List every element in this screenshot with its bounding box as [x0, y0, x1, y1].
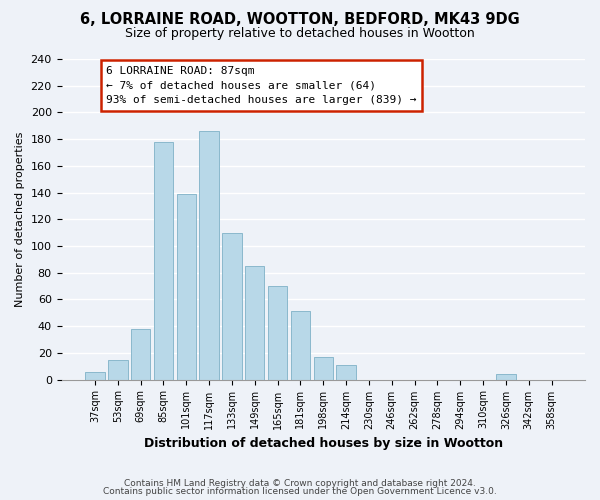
- Bar: [176, 194, 196, 380]
- Text: 6, LORRAINE ROAD, WOOTTON, BEDFORD, MK43 9DG: 6, LORRAINE ROAD, WOOTTON, BEDFORD, MK43…: [80, 12, 520, 28]
- Bar: [85, 372, 105, 380]
- Bar: [337, 365, 356, 380]
- Bar: [108, 360, 128, 380]
- Bar: [154, 142, 173, 380]
- Text: 6 LORRAINE ROAD: 87sqm
← 7% of detached houses are smaller (64)
93% of semi-deta: 6 LORRAINE ROAD: 87sqm ← 7% of detached …: [106, 66, 417, 106]
- Bar: [496, 374, 515, 380]
- Bar: [199, 131, 219, 380]
- Text: Size of property relative to detached houses in Wootton: Size of property relative to detached ho…: [125, 28, 475, 40]
- Bar: [245, 266, 265, 380]
- Text: Contains HM Land Registry data © Crown copyright and database right 2024.: Contains HM Land Registry data © Crown c…: [124, 478, 476, 488]
- Bar: [291, 312, 310, 380]
- X-axis label: Distribution of detached houses by size in Wootton: Distribution of detached houses by size …: [144, 437, 503, 450]
- Y-axis label: Number of detached properties: Number of detached properties: [15, 132, 25, 307]
- Text: Contains public sector information licensed under the Open Government Licence v3: Contains public sector information licen…: [103, 487, 497, 496]
- Bar: [131, 329, 151, 380]
- Bar: [314, 357, 333, 380]
- Bar: [268, 286, 287, 380]
- Bar: [222, 232, 242, 380]
